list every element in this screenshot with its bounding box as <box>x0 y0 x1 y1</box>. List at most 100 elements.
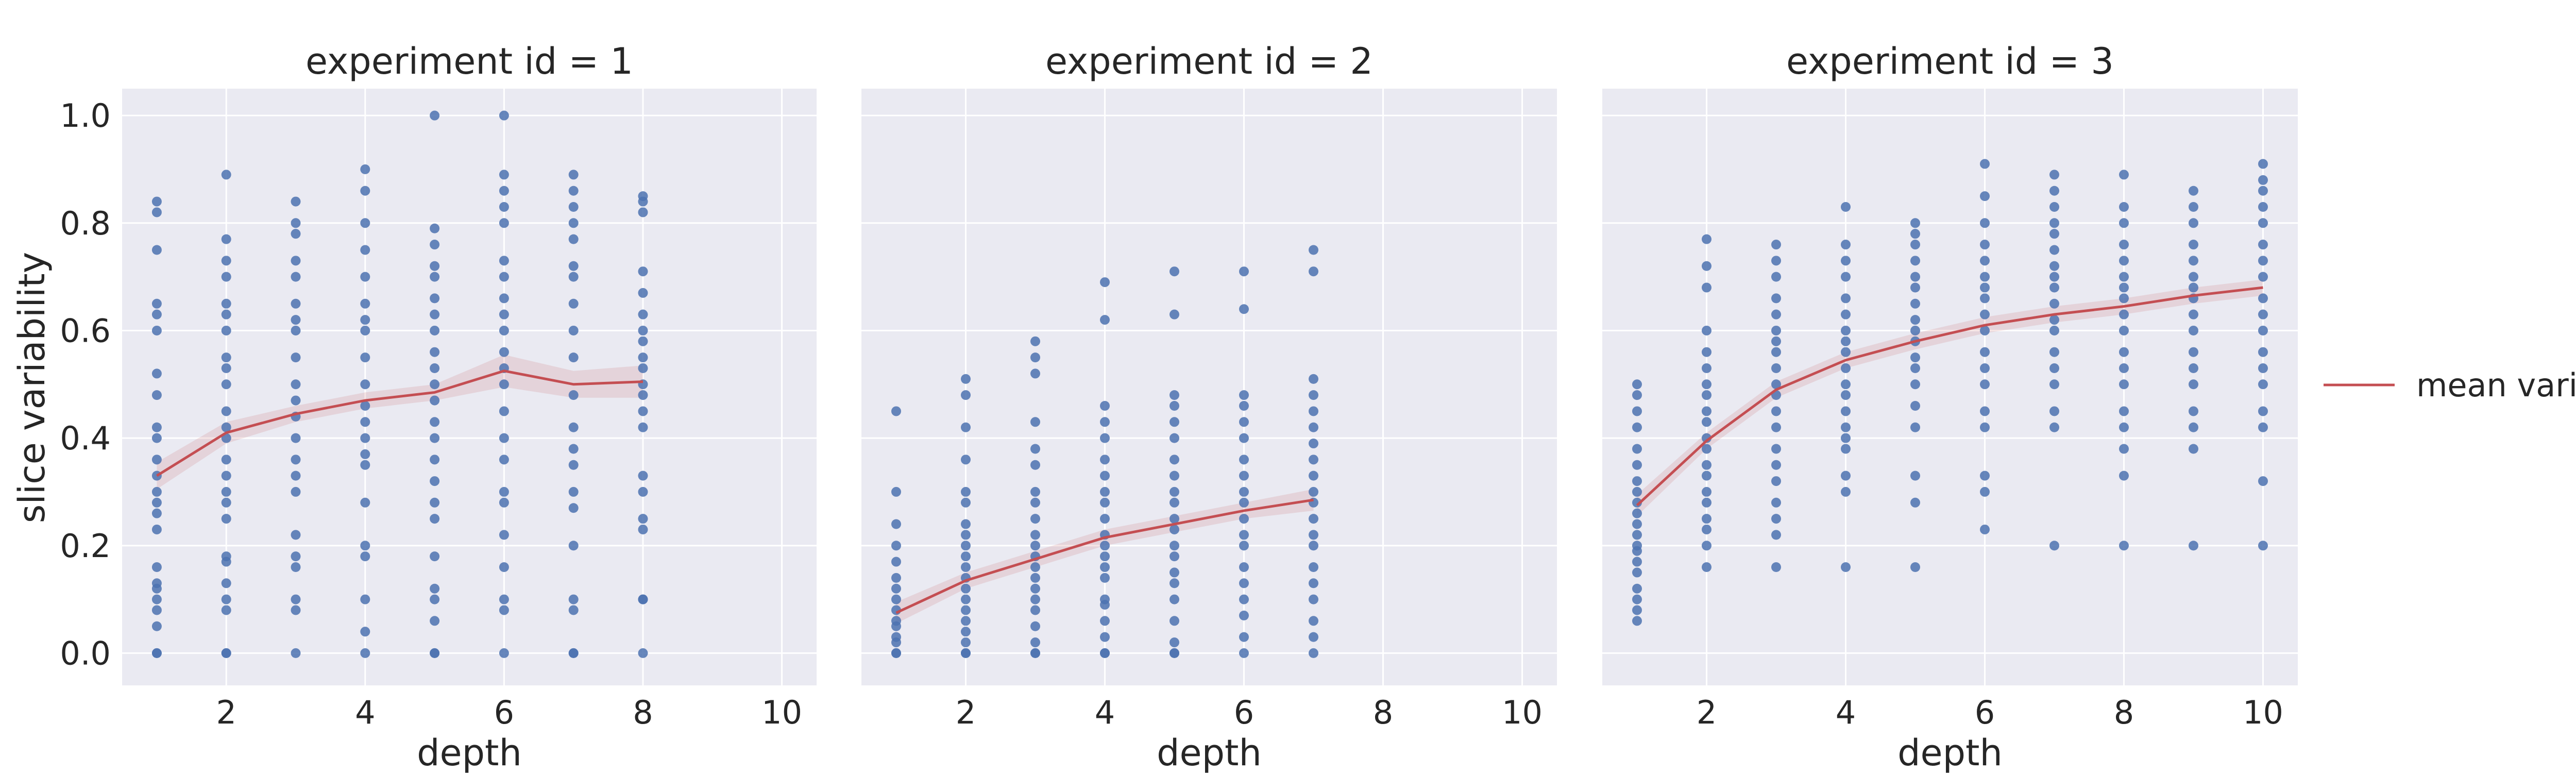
data-point <box>568 605 579 615</box>
x-tick-label: 4 <box>1836 694 1856 731</box>
data-point <box>1100 632 1110 642</box>
x-tick-label: 2 <box>216 694 236 731</box>
data-point <box>2119 363 2129 373</box>
data-point <box>360 594 370 604</box>
data-point <box>568 298 579 309</box>
data-point <box>1030 368 1040 379</box>
data-point <box>430 417 440 427</box>
x-tick-label: 8 <box>633 694 653 731</box>
data-point <box>1170 567 1179 578</box>
data-point <box>1170 616 1179 626</box>
x-tick-label: 4 <box>1095 694 1115 731</box>
data-point <box>221 352 231 363</box>
data-point <box>1632 616 1642 626</box>
data-point <box>2189 186 2198 196</box>
data-point <box>2119 309 2129 320</box>
data-point <box>2119 444 2129 454</box>
data-point <box>1980 486 1990 497</box>
data-point <box>1841 562 1851 572</box>
data-point <box>1030 621 1040 631</box>
data-point <box>638 191 648 201</box>
data-point <box>1239 514 1249 524</box>
data-point <box>2119 170 2129 180</box>
data-point <box>430 309 440 320</box>
data-point <box>1632 476 1642 486</box>
data-point <box>1309 455 1318 465</box>
data-point <box>2189 272 2198 282</box>
data-point <box>2189 444 2198 454</box>
data-point <box>151 309 162 320</box>
data-point <box>1632 390 1642 400</box>
data-point <box>2189 282 2198 293</box>
data-point <box>1771 240 1781 250</box>
data-point <box>1100 417 1110 427</box>
data-point <box>430 363 440 373</box>
data-point <box>1309 632 1318 642</box>
x-tick-label: 6 <box>1975 694 1995 731</box>
data-point <box>151 325 162 335</box>
data-point <box>961 486 971 497</box>
data-point <box>360 627 370 637</box>
data-point <box>1100 277 1110 288</box>
data-point <box>1841 406 1851 416</box>
data-point <box>891 557 901 567</box>
data-point <box>568 325 579 335</box>
data-point <box>1771 460 1781 470</box>
data-point <box>1309 245 1318 255</box>
data-point <box>638 352 648 363</box>
data-point <box>568 272 579 282</box>
data-point <box>221 406 231 416</box>
data-point <box>430 583 440 594</box>
data-point <box>1702 282 1711 293</box>
data-point <box>1771 336 1781 346</box>
x-tick-label: 10 <box>2243 694 2283 731</box>
data-point <box>1170 455 1179 465</box>
data-point <box>291 256 301 266</box>
data-point <box>1170 266 1179 277</box>
data-point <box>1632 460 1642 470</box>
data-point <box>1309 541 1318 551</box>
data-point <box>1239 486 1249 497</box>
data-point <box>1632 444 1642 454</box>
data-point <box>568 390 579 400</box>
data-point <box>1841 240 1851 250</box>
data-point <box>961 583 971 594</box>
data-point <box>2189 325 2198 335</box>
data-point <box>568 594 579 604</box>
data-point <box>2189 406 2198 416</box>
data-point <box>1170 648 1179 658</box>
data-point <box>891 648 901 658</box>
data-point <box>1771 347 1781 357</box>
data-point <box>221 363 231 373</box>
data-point <box>891 616 901 626</box>
data-point <box>221 470 231 481</box>
data-point <box>2258 159 2268 169</box>
data-point <box>2258 186 2268 196</box>
data-point <box>1100 497 1110 508</box>
data-point <box>499 347 509 357</box>
data-point <box>151 648 162 658</box>
data-point <box>1030 444 1040 454</box>
data-point <box>1980 240 1990 250</box>
data-point <box>2258 325 2268 335</box>
data-point <box>430 455 440 465</box>
data-point <box>1702 363 1711 373</box>
data-point <box>360 164 370 174</box>
data-point <box>360 352 370 363</box>
data-point <box>499 218 509 228</box>
data-point <box>1030 352 1040 363</box>
data-point <box>2119 240 2129 250</box>
legend-label-mean-variability: mean variability <box>2416 366 2576 404</box>
confidence-band <box>157 355 643 490</box>
data-point <box>1910 256 1920 266</box>
data-point <box>1239 455 1249 465</box>
data-point <box>1030 637 1040 648</box>
data-point <box>638 524 648 534</box>
data-point <box>2119 347 2129 357</box>
data-point <box>2049 261 2059 271</box>
data-point <box>2258 293 2268 304</box>
data-point <box>221 455 231 465</box>
data-point <box>1030 573 1040 583</box>
data-point <box>1702 325 1711 335</box>
